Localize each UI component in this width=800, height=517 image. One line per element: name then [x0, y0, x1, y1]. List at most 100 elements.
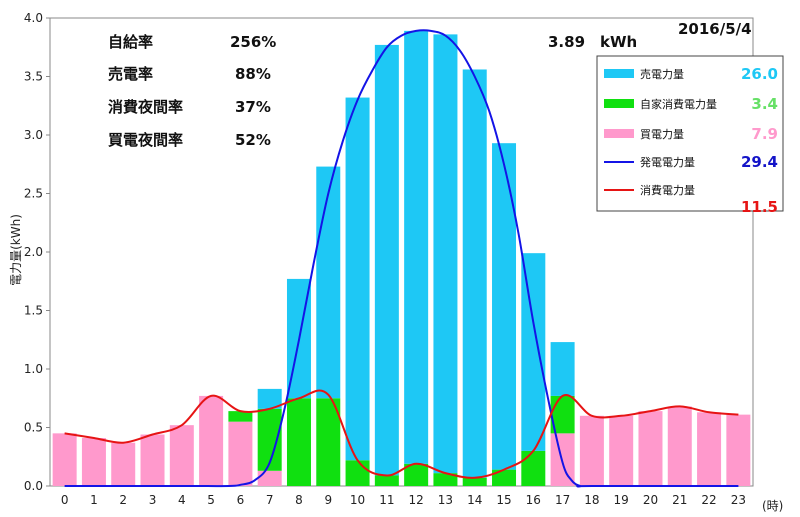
line-layer	[64, 29, 739, 488]
bar-sell	[462, 69, 487, 478]
legend-swatch	[604, 69, 634, 78]
x-tick-label: 6	[237, 493, 245, 507]
bar-sell	[345, 97, 370, 461]
y-axis-title: 電力量(kWh)	[9, 214, 23, 286]
x-tick-label: 21	[672, 493, 687, 507]
x-tick-label: 11	[379, 493, 394, 507]
bar-purchase	[169, 425, 194, 486]
y-tick-label: 0.5	[24, 421, 43, 435]
legend-total: 26.0	[741, 65, 778, 83]
y-tick-label: 2.0	[24, 245, 43, 259]
bar-purchase	[726, 414, 751, 486]
bar-purchase	[697, 412, 722, 486]
bar-self-consumption	[462, 477, 487, 486]
legend-label: 自家消費電力量	[640, 97, 717, 111]
x-tick-label: 16	[526, 493, 541, 507]
bar-sell	[374, 44, 399, 476]
y-tick-label: 2.5	[24, 187, 43, 201]
stat-label-0: 自給率	[108, 33, 153, 51]
x-tick-label: 2	[119, 493, 127, 507]
x-tick-label: 14	[467, 493, 482, 507]
x-tick-label: 4	[178, 493, 186, 507]
bar-purchase	[228, 421, 253, 486]
bar-sell	[492, 143, 517, 470]
bar-sell	[550, 342, 575, 396]
x-tick-label: 1	[90, 493, 98, 507]
y-axis-ticks: 0.0 0.5 1.0 1.5 2.0 2.5 3.0 3.5 4.0	[24, 11, 50, 493]
y-tick-label: 0.0	[24, 479, 43, 493]
stat-value-3: 52%	[235, 131, 271, 149]
x-tick-label: 19	[614, 493, 629, 507]
stat-value-0: 256%	[230, 33, 276, 51]
bar-purchase	[667, 406, 692, 486]
legend: 売電力量 26.0 自家消費電力量 3.4 買電力量 7.9 発電電力量 29.4 消費電力量 1…	[596, 55, 784, 216]
x-tick-label: 15	[496, 493, 511, 507]
legend-total: 11.5	[741, 198, 778, 216]
x-tick-label: 8	[295, 493, 303, 507]
y-tick-label: 3.5	[24, 70, 43, 84]
generation-line	[64, 29, 739, 488]
stat-label-2: 消費夜間率	[108, 98, 183, 116]
bar-sell	[433, 34, 458, 474]
bar-sell	[316, 166, 341, 399]
bar-self-consumption	[286, 398, 311, 486]
bar-purchase	[579, 415, 604, 486]
legend-label: 消費電力量	[640, 183, 695, 197]
bar-purchase	[140, 434, 165, 486]
x-tick-label: 18	[584, 493, 599, 507]
x-tick-label: 20	[643, 493, 658, 507]
bar-self-consumption	[345, 460, 370, 486]
y-tick-label: 1.0	[24, 362, 43, 376]
x-tick-label: 10	[350, 493, 365, 507]
x-tick-label: 0	[61, 493, 69, 507]
y-tick-label: 4.0	[24, 11, 43, 25]
legend-label: 買電力量	[640, 128, 684, 141]
x-tick-label: 7	[266, 493, 274, 507]
bar-self-consumption	[492, 469, 517, 486]
stat-value-2: 37%	[235, 98, 271, 116]
x-axis-title: (時)	[762, 499, 783, 513]
bar-layer	[52, 30, 751, 486]
legend-swatch	[604, 99, 634, 108]
x-tick-label: 3	[149, 493, 157, 507]
bar-self-consumption	[521, 450, 546, 486]
bar-self-consumption	[316, 398, 341, 486]
stat-label-3: 買電夜間率	[108, 131, 183, 149]
bar-purchase	[199, 395, 224, 486]
x-tick-label: 12	[409, 493, 424, 507]
y-tick-label: 1.5	[24, 304, 43, 318]
stat-value-1: 88%	[235, 65, 271, 83]
peak-label: 3.89 kWh	[548, 33, 637, 51]
x-tick-label: 22	[701, 493, 716, 507]
bar-purchase	[257, 470, 282, 486]
bar-purchase	[111, 442, 136, 486]
legend-swatch	[604, 129, 634, 138]
bar-purchase	[52, 433, 77, 486]
x-tick-label: 5	[207, 493, 215, 507]
bar-sell	[521, 253, 546, 451]
legend-total: 29.4	[741, 153, 778, 171]
bar-sell	[404, 30, 429, 464]
x-tick-label: 13	[438, 493, 453, 507]
x-tick-label: 17	[555, 493, 570, 507]
bar-purchase	[609, 415, 634, 486]
bar-self-consumption	[404, 463, 429, 486]
x-tick-label: 23	[731, 493, 746, 507]
date-label: 2016/5/4	[678, 20, 752, 38]
legend-total: 7.9	[751, 125, 778, 143]
bar-sell	[257, 388, 282, 409]
bar-self-consumption	[433, 473, 458, 486]
legend-total: 3.4	[751, 95, 778, 113]
bar-purchase	[81, 438, 106, 486]
legend-label: 売電力量	[640, 68, 684, 81]
x-axis-ticks: 0 1 2 3 4 5 6 7 8 9 10 11 12 13 14 15 16 17 18 19 20 21 22 23	[61, 493, 746, 507]
x-tick-label: 9	[324, 493, 332, 507]
consumption-line	[64, 389, 739, 479]
bar-purchase	[638, 411, 663, 486]
legend-label: 発電電力量	[640, 155, 695, 169]
bar-self-consumption	[374, 475, 399, 486]
stats-block: 自給率 256% 売電率 88% 消費夜間率 37% 買電夜間率 52%	[108, 33, 276, 149]
bar-self-consumption	[228, 411, 253, 422]
stat-label-1: 売電率	[108, 65, 153, 83]
